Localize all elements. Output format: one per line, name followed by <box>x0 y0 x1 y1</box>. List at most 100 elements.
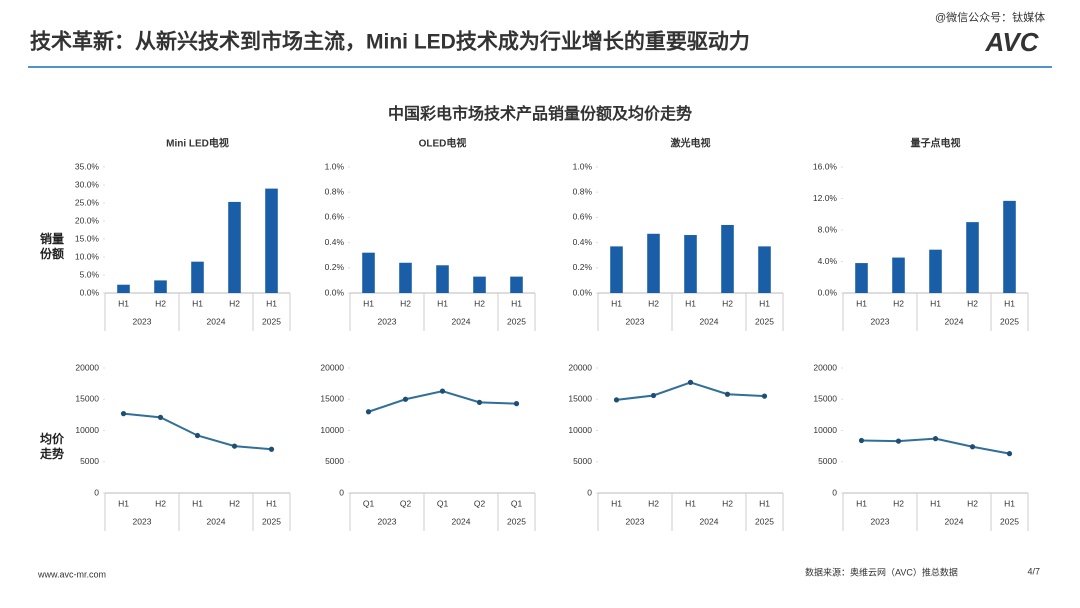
point <box>365 409 372 415</box>
point <box>650 392 657 399</box>
bar <box>265 188 278 293</box>
x-tick-label: H1 <box>363 298 374 308</box>
x-tick-label: H1 <box>856 298 867 308</box>
x-group-label: 2025 <box>755 316 774 326</box>
x-group-label: 2025 <box>507 316 526 326</box>
x-tick-label: Q2 <box>400 498 412 508</box>
point <box>932 436 939 442</box>
x-group-label: 2023 <box>626 516 645 526</box>
x-tick-label: H1 <box>1004 498 1015 508</box>
bar <box>473 276 486 293</box>
point <box>439 388 446 394</box>
chart-title: Mini LED电视 <box>166 137 229 150</box>
y-tick-label: 1.0% <box>325 161 345 171</box>
x-tick-label: H1 <box>192 498 203 508</box>
y-tick-label: 15000 <box>813 394 837 404</box>
x-group-label: 2023 <box>626 316 645 326</box>
x-tick-label: H2 <box>893 498 904 508</box>
bar <box>362 252 375 293</box>
x-group-label: 2024 <box>452 516 471 526</box>
bar <box>929 249 942 293</box>
y-tick-label: 0 <box>94 487 99 497</box>
y-tick-label: 20000 <box>568 362 592 372</box>
y-tick-label: 0.8% <box>573 186 593 196</box>
x-group-label: 2024 <box>207 516 226 526</box>
x-group-label: 2024 <box>700 516 719 526</box>
point <box>613 397 620 403</box>
x-tick-label: Q1 <box>363 498 375 508</box>
chart-subtitle: 中国彩电市场技术产品销量份额及均价走势 <box>388 104 692 123</box>
x-tick-label: H1 <box>856 498 867 508</box>
slide-title: 技术革新：从新兴技术到市场主流，Mini LED技术成为行业增长的重要驱动力 <box>30 30 750 54</box>
point <box>969 444 976 450</box>
x-tick-label: H1 <box>611 498 622 508</box>
y-tick-label: 20000 <box>75 362 99 372</box>
y-tick-label: 0.4% <box>573 237 593 247</box>
x-group-label: 2023 <box>133 316 152 326</box>
x-group-label: 2025 <box>1000 316 1019 326</box>
y-tick-label: 0 <box>339 487 344 497</box>
bar <box>154 280 167 293</box>
x-tick-label: H1 <box>511 298 522 308</box>
x-tick-label: H1 <box>266 498 277 508</box>
x-group-label: 2023 <box>378 516 397 526</box>
x-tick-label: H1 <box>1004 298 1015 308</box>
x-group-label: 2024 <box>700 316 719 326</box>
x-tick-label: H1 <box>118 498 129 508</box>
x-group-label: 2025 <box>262 316 281 326</box>
y-tick-label: 10000 <box>75 425 99 435</box>
x-group-label: 2025 <box>507 516 526 526</box>
y-tick-label: 0.8% <box>325 186 345 196</box>
bar <box>610 246 623 293</box>
y-tick-label: 16.0% <box>813 161 838 171</box>
x-tick-label: H1 <box>685 498 696 508</box>
y-tick-label: 15000 <box>568 394 592 404</box>
point <box>1006 451 1013 457</box>
y-tick-label: 15.0% <box>75 233 100 243</box>
y-tick-label: 8.0% <box>818 224 838 234</box>
point <box>402 396 409 402</box>
x-tick-label: H2 <box>648 498 659 508</box>
x-tick-label: H2 <box>474 298 485 308</box>
bar <box>721 224 734 293</box>
x-tick-label: H2 <box>722 298 733 308</box>
y-tick-label: 5000 <box>818 456 837 466</box>
x-tick-label: H2 <box>722 498 733 508</box>
x-tick-label: H1 <box>611 298 622 308</box>
x-group-label: 2025 <box>1000 516 1019 526</box>
y-tick-label: 20000 <box>320 362 344 372</box>
y-tick-label: 5.0% <box>80 269 100 279</box>
x-group-label: 2023 <box>871 316 890 326</box>
y-tick-label: 20.0% <box>75 215 100 225</box>
y-tick-label: 10000 <box>813 425 837 435</box>
x-tick-label: H2 <box>893 298 904 308</box>
bar <box>228 201 241 293</box>
y-tick-label: 12.0% <box>813 193 838 203</box>
source: 数据来源：奥维云网（AVC）推总数据 <box>805 566 958 577</box>
point <box>157 414 164 420</box>
x-tick-label: H1 <box>192 298 203 308</box>
bar <box>892 257 905 293</box>
y-tick-label: 20000 <box>813 362 837 372</box>
watermark: @微信公众号：钛媒体 <box>935 10 1045 24</box>
url: www.avc-mr.com <box>37 569 106 579</box>
y-tick-label: 0.0% <box>80 287 100 297</box>
point <box>194 432 201 439</box>
logo: AVC <box>985 27 1040 57</box>
y-tick-label: 5000 <box>80 456 99 466</box>
x-tick-label: H1 <box>759 298 770 308</box>
y-tick-label: 0.6% <box>573 212 593 222</box>
chart-title: 激光电视 <box>671 137 711 150</box>
bar <box>855 263 868 293</box>
point <box>761 393 768 399</box>
chart-title: 量子点电视 <box>911 137 961 150</box>
bar <box>191 261 204 293</box>
x-group-label: 2025 <box>755 516 774 526</box>
x-tick-label: H1 <box>118 298 129 308</box>
point <box>858 437 865 444</box>
page-number: 4/7 <box>1027 566 1040 576</box>
y-tick-label: 0.6% <box>325 212 345 222</box>
chart-title: OLED电视 <box>419 137 467 150</box>
y-tick-label: 0 <box>832 487 837 497</box>
